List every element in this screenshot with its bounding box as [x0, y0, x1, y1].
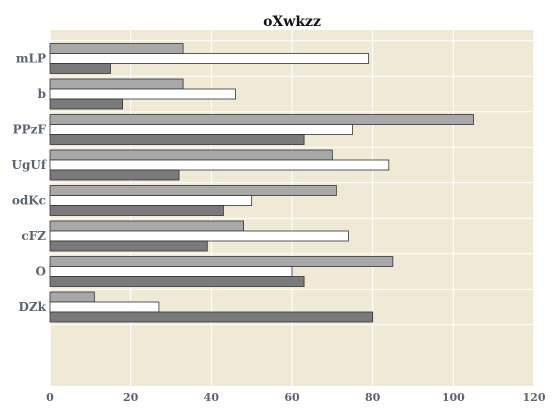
bar-O-series-3	[49, 276, 305, 287]
bar-PPzF-series-2	[49, 124, 353, 135]
x-tick-label: 0	[46, 391, 54, 404]
y-tick-label: b	[38, 87, 46, 101]
x-tick-label: 40	[204, 391, 220, 404]
bar-mLP-series-1	[49, 43, 184, 54]
bar-odKc-series-2	[49, 195, 253, 206]
bar-DZk-series-3	[49, 311, 374, 323]
bar-b-series-3	[49, 98, 123, 110]
y-tick-label: mLP	[16, 52, 46, 66]
x-tick-label: 120	[523, 391, 546, 404]
bar-O-series-2	[49, 266, 293, 277]
bars-group	[49, 43, 474, 323]
bar-mLP-series-2	[49, 53, 370, 64]
x-tick-label: 100	[442, 391, 465, 404]
bar-DZk-series-2	[49, 301, 160, 313]
bar-odKc-series-1	[49, 185, 337, 196]
x-tick-label: 60	[284, 391, 300, 404]
bar-UgUf-series-2	[49, 159, 390, 171]
y-tick-label: O	[36, 265, 46, 279]
x-tick-label: 80	[365, 391, 381, 404]
bar-mLP-series-3	[49, 63, 111, 74]
bar-cFZ-series-3	[49, 240, 208, 252]
bar-cFZ-series-1	[49, 220, 245, 232]
x-axis-ticks: 0 20 40 60 80 100 120	[46, 391, 546, 404]
bar-cFZ-series-2	[49, 230, 349, 242]
y-tick-label: odKc	[12, 194, 46, 208]
y-tick-label: UgUf	[12, 158, 47, 172]
bar-odKc-series-3	[49, 205, 224, 216]
bar-O-series-1	[49, 256, 394, 267]
chart-title: oXwkzz	[263, 14, 321, 30]
bar-UgUf-series-1	[49, 149, 333, 161]
bar-PPzF-series-3	[49, 134, 305, 145]
bar-DZk-series-1	[49, 291, 95, 303]
bar-UgUf-series-3	[49, 169, 180, 181]
bar-b-series-1	[49, 78, 184, 90]
bar-b-series-2	[49, 88, 236, 100]
y-tick-label: DZk	[19, 300, 47, 314]
y-tick-label: cFZ	[21, 229, 46, 243]
y-axis-ticks: mLP b PPzF UgUf odKc cFZ O DZk	[12, 52, 47, 315]
bar-PPzF-series-1	[49, 114, 474, 125]
x-tick-label: 20	[123, 391, 139, 404]
y-tick-label: PPzF	[13, 123, 47, 137]
